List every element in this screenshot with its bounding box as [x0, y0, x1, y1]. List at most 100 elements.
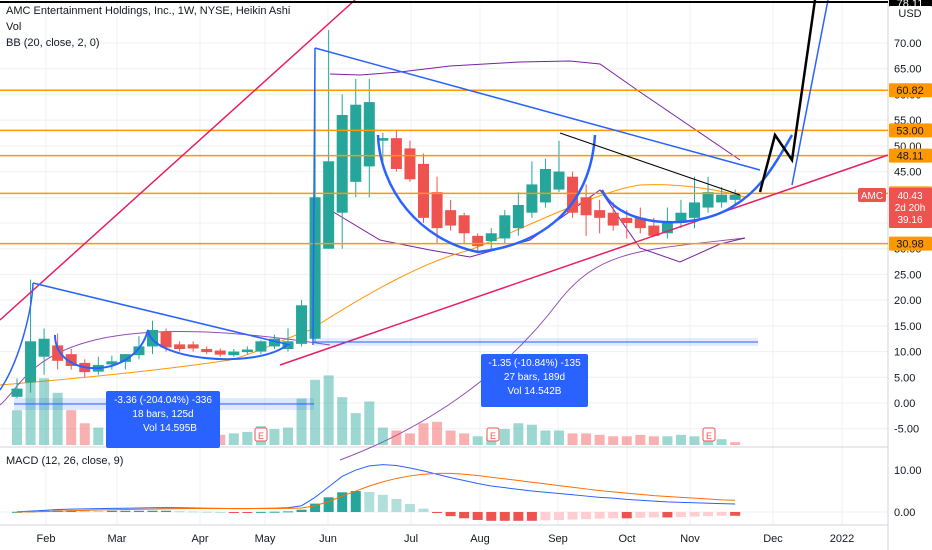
- volume-bar: [418, 423, 429, 445]
- volume-bar: [364, 401, 375, 445]
- earnings-marker: E: [706, 431, 712, 441]
- measure-box-1[interactable]: -3.36 (-204.04%) -336 18 bars, 125d Vol …: [106, 391, 220, 448]
- candle-body: [25, 341, 37, 383]
- price-badge: [889, 123, 932, 138]
- candle-body: [404, 148, 416, 180]
- bb-legend: BB (20, close, 2, 0): [6, 37, 100, 49]
- macd-histogram-bar: [459, 512, 470, 519]
- measure-2-bars: 27 bars, 189d: [503, 372, 566, 383]
- macd-histogram-bar: [215, 511, 226, 513]
- measure-1-volume: Vol 14.595B: [143, 423, 197, 434]
- candle-body: [133, 346, 145, 356]
- volume-bar: [215, 434, 226, 445]
- symbol-tag: AMC: [861, 191, 883, 202]
- candle-body: [268, 338, 280, 347]
- blue-resistance-trendline-2: [314, 47, 761, 171]
- price-badge: [889, 6, 932, 20]
- candle-body: [38, 338, 50, 357]
- candle-body: [512, 204, 524, 229]
- macd-tick-label: 0.00: [894, 507, 915, 519]
- volume-bar: [52, 392, 63, 445]
- macd-histogram-bar: [540, 512, 551, 521]
- candle-body: [187, 344, 199, 349]
- macd-tick-label: 10.00: [894, 465, 922, 477]
- macd-histogram-bar: [675, 512, 686, 518]
- volume-bar: [404, 433, 415, 445]
- candle-body: [336, 114, 348, 213]
- volume-legend: Vol: [6, 21, 22, 33]
- macd-histogram-bar: [716, 512, 727, 516]
- earnings-marker-box: [254, 427, 268, 442]
- price-badge-label: 30.98: [896, 239, 924, 251]
- candle-body: [445, 210, 457, 226]
- macd-line: [16, 464, 736, 513]
- time-tick-label: 2022: [830, 533, 854, 545]
- macd-legend: MACD (12, 26, close, 9): [6, 455, 124, 467]
- cup-handle-small: [54, 329, 288, 370]
- volume-bar: [337, 397, 348, 445]
- blue-spike-line: [312, 47, 316, 346]
- candle-body: [553, 171, 565, 190]
- macd-histogram-bar: [161, 510, 172, 512]
- current-price-text: 2d 20h: [895, 203, 926, 214]
- price-tick-label: 70.00: [894, 38, 922, 50]
- axes: 70.0065.0060.0055.0050.0045.0040.0035.00…: [37, 0, 932, 545]
- macd-histogram-bar: [106, 510, 117, 512]
- time-tick-label: Mar: [108, 533, 127, 545]
- candle-body: [174, 344, 186, 349]
- macd-histogram-bar: [730, 512, 741, 516]
- volume-bar: [79, 423, 90, 445]
- candle-body: [485, 233, 497, 241]
- candle-body: [160, 332, 172, 348]
- volume-bar: [242, 431, 253, 445]
- time-tick-label: Jun: [319, 533, 337, 545]
- price-badge: [889, 236, 932, 251]
- candle-body: [119, 354, 131, 362]
- candle-body: [729, 194, 741, 200]
- macd-histogram-bar: [174, 511, 185, 513]
- candle-body: [323, 161, 335, 249]
- measure-1-bars: 18 bars, 125d: [132, 409, 194, 420]
- price-badge: [889, 148, 932, 163]
- volume-bar: [445, 430, 456, 445]
- macd-histogram-bar: [513, 512, 524, 521]
- macd-histogram-bar: [499, 512, 510, 521]
- candle-body: [702, 192, 714, 208]
- macd-histogram-bar: [445, 512, 456, 517]
- macd-histogram-bar: [310, 503, 321, 512]
- price-badge-label: 48.11: [897, 151, 924, 163]
- bollinger-bands: [0, 60, 746, 461]
- time-tick-label: Dec: [763, 533, 783, 545]
- candle-body: [228, 351, 240, 356]
- candle-body: [241, 349, 253, 353]
- candle-body: [675, 212, 687, 223]
- volume-bar: [716, 439, 727, 445]
- macd-histogram-bar: [350, 491, 361, 512]
- candle-body: [634, 217, 646, 229]
- measure-box-2[interactable]: -1.35 (-10.84%) -135 27 bars, 189d Vol 1…: [481, 354, 588, 407]
- candle-body: [621, 217, 633, 223]
- macd-histogram-bar: [147, 510, 158, 512]
- volume-bar: [459, 433, 470, 445]
- projection-blue: [791, 0, 829, 186]
- earnings-marker: E: [490, 431, 496, 441]
- volume-bar: [66, 410, 77, 445]
- candle-body: [580, 197, 592, 216]
- volume-bar: [25, 375, 36, 445]
- candle-body: [255, 341, 267, 352]
- macd-histogram-bar: [608, 512, 619, 519]
- bb-basis: [0, 184, 746, 386]
- time-tick-label: Nov: [680, 533, 700, 545]
- earnings-marker-box: [702, 427, 716, 442]
- price-tick-label: 45.00: [894, 167, 922, 179]
- volume-bar: [39, 378, 50, 445]
- current-price-badge: [889, 188, 932, 228]
- volume-bar: [499, 429, 510, 445]
- current-price-text: 40.43: [897, 191, 922, 202]
- candle-body: [363, 102, 375, 167]
- volume-bar: [391, 430, 402, 445]
- candle-body: [648, 225, 660, 236]
- macd-histogram-bar: [472, 512, 483, 520]
- macd-histogram-bar: [201, 511, 212, 513]
